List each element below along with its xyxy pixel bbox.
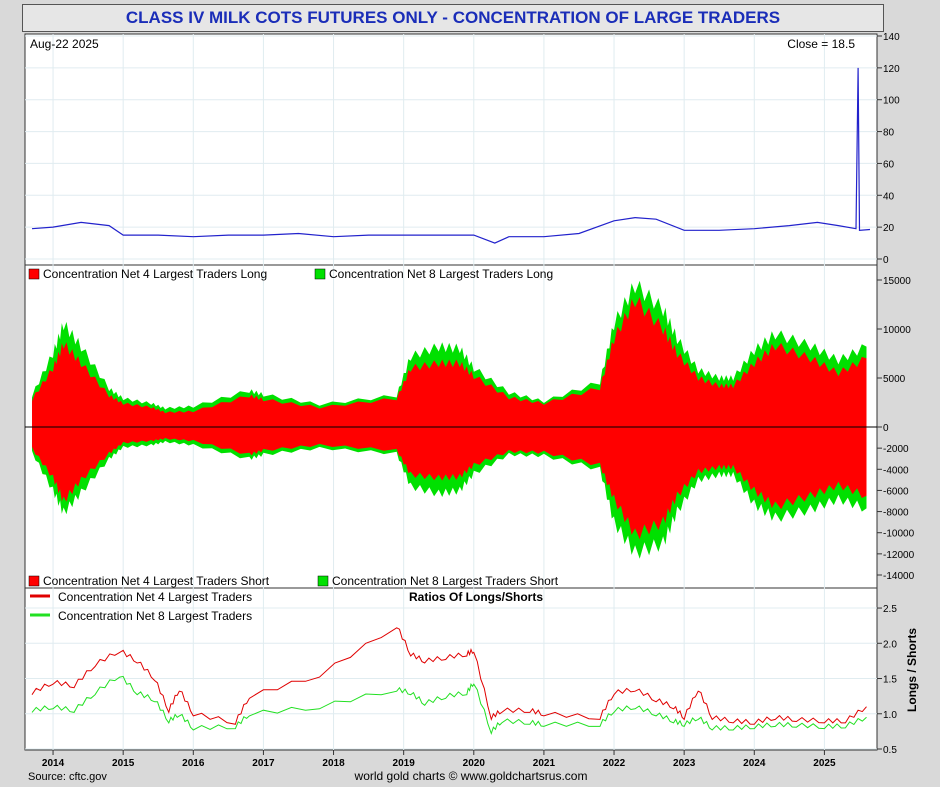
area-4-long bbox=[32, 297, 867, 427]
y-tick-label-top: 20 bbox=[883, 223, 895, 234]
footer-credit: world gold charts © www.goldchartsrus.co… bbox=[354, 769, 588, 783]
footer-source: Source: cftc.gov bbox=[28, 771, 107, 783]
y-tick-label-middle: -2000 bbox=[883, 444, 909, 455]
chart-title: CLASS IV MILK COTS FUTURES ONLY - CONCEN… bbox=[125, 8, 781, 27]
x-tick-label: 2022 bbox=[603, 758, 626, 769]
legend-swatch-red-short bbox=[28, 575, 40, 587]
legend-8-long: Concentration Net 8 Largest Traders Long bbox=[329, 267, 553, 281]
legend-4-short: Concentration Net 4 Largest Traders Shor… bbox=[43, 574, 270, 588]
y-tick-label-middle: 0 bbox=[883, 423, 889, 434]
y-tick-label-bottom: 1.0 bbox=[883, 710, 897, 721]
x-tick-label: 2015 bbox=[112, 758, 135, 769]
y-tick-label-middle: -10000 bbox=[883, 529, 915, 540]
y-tick-label-top: 60 bbox=[883, 159, 895, 170]
x-tick-label: 2018 bbox=[322, 758, 345, 769]
ratio-axis-label: Longs / Shorts bbox=[905, 628, 919, 712]
y-tick-label-middle: -12000 bbox=[883, 550, 915, 561]
legend-8-short: Concentration Net 8 Largest Traders Shor… bbox=[332, 574, 559, 588]
y-tick-label-middle: 15000 bbox=[883, 276, 911, 287]
series-line-close bbox=[31, 67, 871, 244]
x-tick-label: 2023 bbox=[673, 758, 696, 769]
y-tick-label-middle: -8000 bbox=[883, 508, 909, 519]
x-tick-label: 2019 bbox=[393, 758, 416, 769]
ratio-panel-title: Ratios Of Longs/Shorts bbox=[409, 590, 543, 604]
y-tick-label-top: 0 bbox=[883, 255, 889, 266]
legend-swatch-green-long bbox=[314, 268, 326, 280]
y-tick-label-bottom: 1.5 bbox=[883, 675, 897, 686]
y-tick-label-top: 140 bbox=[883, 32, 900, 43]
y-tick-label-middle: -14000 bbox=[883, 571, 915, 582]
legend-swatch-red-long bbox=[28, 268, 40, 280]
series-line-ratio-4 bbox=[31, 627, 867, 725]
y-tick-label-top: 100 bbox=[883, 96, 900, 107]
x-tick-label: 2016 bbox=[182, 758, 205, 769]
y-tick-label-middle: 5000 bbox=[883, 374, 906, 385]
top-label-right: Close = 18.5 bbox=[787, 37, 855, 51]
y-tick-label-middle: -6000 bbox=[883, 486, 909, 497]
y-tick-label-top: 120 bbox=[883, 64, 900, 75]
y-tick-label-top: 80 bbox=[883, 128, 895, 139]
y-tick-label-middle: -4000 bbox=[883, 465, 909, 476]
bottom-panel-bg bbox=[24, 587, 878, 751]
top-panel-bg bbox=[24, 33, 878, 266]
legend-ratio-4: Concentration Net 4 Largest Traders bbox=[58, 590, 252, 604]
legend-4-long: Concentration Net 4 Largest Traders Long bbox=[43, 267, 267, 281]
area-4-short bbox=[32, 427, 867, 540]
x-tick-label: 2021 bbox=[533, 758, 556, 769]
y-tick-label-bottom: 2.5 bbox=[883, 604, 897, 615]
title-bar: CLASS IV MILK COTS FUTURES ONLY - CONCEN… bbox=[22, 4, 884, 32]
series-line-ratio-8 bbox=[31, 675, 867, 736]
x-tick-label: 2017 bbox=[252, 758, 275, 769]
top-label-left: Aug-22 2025 bbox=[30, 37, 99, 51]
y-tick-label-top: 40 bbox=[883, 191, 895, 202]
y-tick-label-bottom: 0.5 bbox=[883, 745, 897, 756]
x-tick-label: 2025 bbox=[813, 758, 836, 769]
legend-ratio-8: Concentration Net 8 Largest Traders bbox=[58, 609, 252, 623]
y-tick-label-middle: 10000 bbox=[883, 325, 911, 336]
x-tick-label: 2014 bbox=[42, 758, 65, 769]
y-tick-label-bottom: 2.0 bbox=[883, 639, 897, 650]
legend-swatch-green-short bbox=[317, 575, 329, 587]
x-tick-label: 2024 bbox=[743, 758, 766, 769]
x-tick-label: 2020 bbox=[463, 758, 486, 769]
